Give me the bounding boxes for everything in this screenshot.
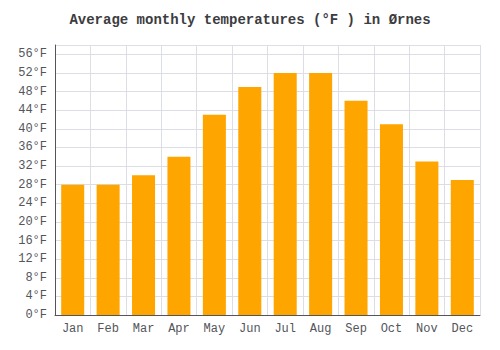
svg-text:48°F: 48°F	[18, 85, 47, 99]
svg-text:0°F: 0°F	[25, 308, 47, 322]
svg-text:Jul: Jul	[274, 322, 296, 336]
svg-text:Mar: Mar	[133, 322, 155, 336]
svg-text:Dec: Dec	[451, 322, 473, 336]
svg-text:Aug: Aug	[310, 322, 332, 336]
svg-text:4°F: 4°F	[25, 289, 47, 303]
svg-text:Average monthly temperatures (: Average monthly temperatures (°F ) in Ør…	[69, 12, 430, 28]
svg-text:52°F: 52°F	[18, 66, 47, 80]
svg-text:Oct: Oct	[381, 322, 403, 336]
svg-text:28°F: 28°F	[18, 178, 47, 192]
svg-text:12°F: 12°F	[18, 252, 47, 266]
svg-text:24°F: 24°F	[18, 196, 47, 210]
svg-text:Apr: Apr	[168, 322, 190, 336]
svg-text:16°F: 16°F	[18, 234, 47, 248]
svg-text:32°F: 32°F	[18, 159, 47, 173]
svg-text:Jun: Jun	[239, 322, 261, 336]
svg-text:36°F: 36°F	[18, 140, 47, 154]
svg-text:Sep: Sep	[345, 322, 367, 336]
svg-text:56°F: 56°F	[18, 47, 47, 61]
svg-text:May: May	[204, 322, 226, 336]
svg-text:Jan: Jan	[62, 322, 84, 336]
svg-text:Feb: Feb	[97, 322, 119, 336]
svg-text:44°F: 44°F	[18, 103, 47, 117]
svg-text:8°F: 8°F	[25, 271, 47, 285]
svg-text:Nov: Nov	[416, 322, 438, 336]
svg-text:20°F: 20°F	[18, 215, 47, 229]
svg-text:40°F: 40°F	[18, 122, 47, 136]
